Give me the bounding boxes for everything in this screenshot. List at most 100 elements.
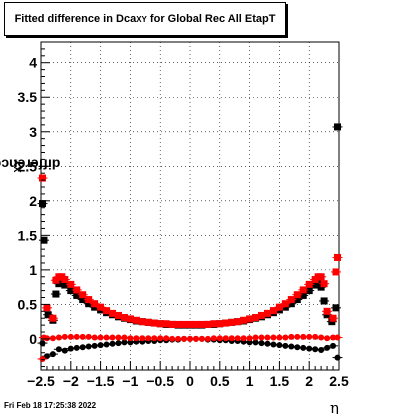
data-point-square	[150, 319, 158, 327]
y-tick-label: 3.5	[18, 89, 38, 105]
data-point-circle	[67, 333, 74, 340]
data-point-circle	[103, 334, 110, 341]
data-point-circle	[121, 339, 128, 346]
axes: −2.5 −2 −1.5 −1 −0.5 0 0.5 1 1.5 2 2.5 0 0.5 1 1.5 2 2.5…	[18, 41, 349, 389]
data-point-square	[91, 300, 99, 308]
data-point-circle	[49, 351, 56, 358]
y-tick-label: 0.5	[18, 296, 38, 312]
data-point-circle	[91, 342, 98, 349]
data-point-circle	[121, 334, 128, 341]
y-tick-label: 4	[29, 55, 37, 71]
data-point-circle	[246, 335, 253, 342]
data-point-circle	[312, 333, 319, 340]
data-point-square	[168, 320, 176, 328]
data-point-circle	[264, 340, 271, 347]
series-3	[37, 333, 343, 362]
data-point-square	[216, 320, 224, 328]
data-point-circle	[115, 334, 122, 341]
data-point-circle	[276, 334, 283, 341]
y-tick-label: 1	[29, 262, 37, 278]
data-point-circle	[61, 333, 68, 340]
data-point-square	[138, 318, 146, 326]
data-point-square	[305, 287, 313, 295]
data-point-circle	[139, 335, 146, 342]
data-point-circle	[127, 339, 134, 346]
data-point-circle	[258, 334, 265, 341]
data-point-circle	[39, 355, 46, 362]
data-point-circle	[181, 335, 188, 342]
x-tick-label: 0.5	[210, 373, 230, 389]
data-point-square	[210, 320, 218, 328]
data-point-square	[320, 297, 328, 305]
data-point-circle	[151, 335, 158, 342]
data-point-square	[281, 300, 289, 308]
data-point-square	[85, 296, 93, 304]
x-axis-title: η	[330, 399, 339, 414]
y-tick-label: 3	[29, 124, 37, 140]
data-point-square	[299, 286, 307, 294]
x-tick-label: −1	[122, 373, 138, 389]
data-point-square	[126, 315, 134, 323]
data-point-circle	[175, 335, 182, 342]
x-tick-label: −0.5	[146, 373, 174, 389]
data-point-circle	[300, 333, 307, 340]
data-point-square	[204, 320, 212, 328]
data-point-circle	[240, 335, 247, 342]
data-point-square	[287, 300, 295, 308]
data-point-square	[132, 316, 140, 324]
x-tick-label: −2.5	[27, 373, 55, 389]
data-point-square	[44, 311, 52, 319]
data-point-square	[222, 319, 230, 327]
y-tick-label: 0	[29, 331, 37, 347]
data-point-square	[240, 316, 248, 324]
data-point-circle	[187, 335, 193, 342]
data-point-circle	[288, 333, 295, 340]
data-point-square	[293, 291, 301, 299]
data-point-square	[192, 320, 200, 328]
data-point-circle	[103, 341, 110, 348]
data-point-circle	[270, 341, 277, 348]
data-point-square	[275, 303, 283, 311]
data-point-square	[156, 320, 164, 328]
data-point-circle	[282, 342, 289, 349]
data-point-circle	[192, 335, 199, 342]
data-point-circle	[294, 344, 301, 351]
data-markers	[37, 123, 343, 362]
data-point-circle	[79, 344, 86, 351]
data-point-circle	[334, 334, 341, 341]
data-point-square	[320, 280, 328, 288]
data-point-square	[103, 307, 111, 315]
grid-lines	[41, 42, 339, 370]
x-tick-label: −2	[63, 373, 79, 389]
data-point-square	[67, 287, 75, 295]
data-point-circle	[228, 335, 235, 342]
data-point-square	[61, 276, 69, 284]
data-point-circle	[334, 354, 341, 361]
data-point-circle	[97, 334, 104, 341]
data-point-square	[144, 318, 152, 326]
y-tick-label: 2.5	[18, 158, 38, 174]
data-point-circle	[300, 344, 307, 351]
data-point-circle	[312, 346, 319, 353]
data-point-square	[38, 200, 46, 208]
data-point-circle	[270, 334, 277, 341]
data-point-square	[332, 304, 340, 312]
data-point-square	[67, 280, 75, 288]
data-point-square	[263, 309, 271, 317]
data-point-square	[73, 291, 81, 299]
data-point-square	[329, 314, 337, 322]
data-point-circle	[163, 335, 170, 342]
data-point-square	[38, 174, 46, 182]
data-point-square	[114, 311, 122, 319]
title-subscript: XY	[136, 14, 147, 24]
data-point-circle	[234, 335, 241, 342]
data-point-circle	[169, 335, 176, 342]
data-point-circle	[294, 333, 301, 340]
data-point-circle	[276, 342, 283, 349]
data-point-square	[198, 320, 206, 328]
data-point-circle	[157, 335, 164, 342]
data-point-circle	[43, 335, 50, 342]
data-point-square	[246, 315, 254, 323]
data-point-square	[317, 273, 325, 281]
